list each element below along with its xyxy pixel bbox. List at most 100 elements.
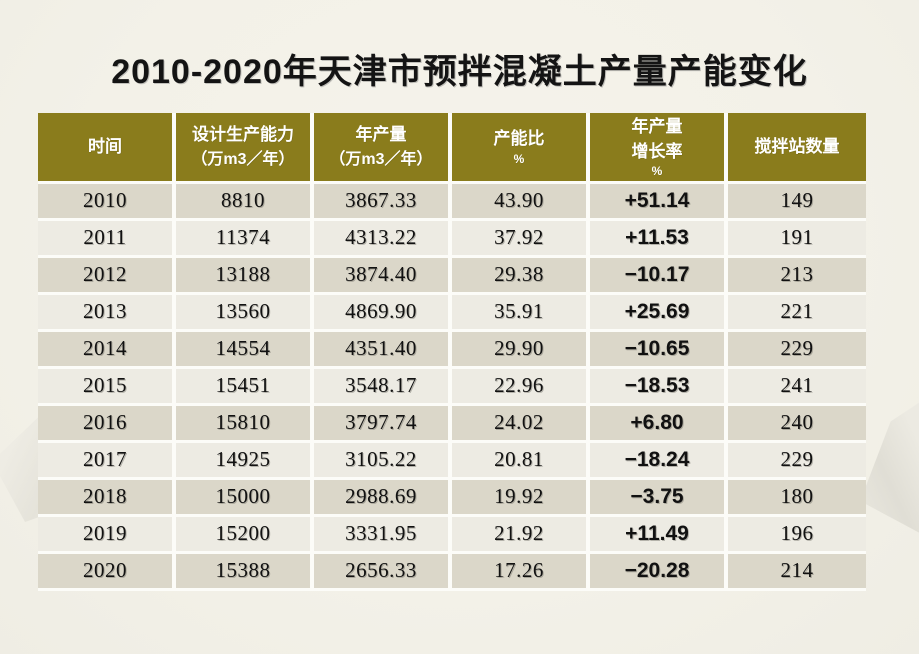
table-row-2012: 2012 13188 3874.40 29.38 −10.17 213 (38, 257, 866, 295)
cell-ratio: 19.92 (452, 479, 590, 517)
cell-year: 2018 (38, 479, 176, 517)
cell-output: 3874.40 (314, 257, 452, 295)
cell-growth: +51.14 (590, 183, 728, 221)
header-row: 时间 设计生产能力 （万m3／年） 年产量 （万m3／年） 产能比 % 年产量 … (38, 113, 866, 184)
cell-stations: 241 (728, 368, 866, 406)
cell-stations: 240 (728, 405, 866, 443)
cell-growth: +25.69 (590, 294, 728, 332)
column-header-time: 时间 (38, 113, 176, 184)
cell-output: 3331.95 (314, 516, 452, 554)
cell-growth: −20.28 (590, 553, 728, 591)
production-capacity-table: 时间 设计生产能力 （万m3／年） 年产量 （万m3／年） 产能比 % 年产量 … (38, 113, 866, 591)
column-unit: % (651, 164, 663, 179)
cell-year: 2016 (38, 405, 176, 443)
cell-stations: 180 (728, 479, 866, 517)
table-row-2016: 2016 15810 3797.74 24.02 +6.80 240 (38, 405, 866, 443)
cell-output: 2656.33 (314, 553, 452, 591)
table-row-2010: 2010 8810 3867.33 43.90 +51.14 149 (38, 183, 866, 221)
cell-ratio: 29.38 (452, 257, 590, 295)
column-label-2: 增长率 (631, 141, 683, 161)
cell-growth: +11.53 (590, 220, 728, 258)
cell-ratio: 37.92 (452, 220, 590, 258)
cell-year: 2017 (38, 442, 176, 480)
cell-stations: 149 (728, 183, 866, 221)
table-row-2018: 2018 15000 2988.69 19.92 −3.75 180 (38, 479, 866, 517)
cell-capacity: 14925 (176, 442, 314, 480)
column-header-capacity-ratio: 产能比 % (452, 113, 590, 184)
cell-output: 4313.22 (314, 220, 452, 258)
table-header: 时间 设计生产能力 （万m3／年） 年产量 （万m3／年） 产能比 % 年产量 … (38, 113, 866, 184)
cell-growth: +6.80 (590, 405, 728, 443)
column-unit: （万m3／年） (329, 150, 433, 168)
cell-output: 3548.17 (314, 368, 452, 406)
cell-growth: −10.17 (590, 257, 728, 295)
cell-growth: −18.24 (590, 442, 728, 480)
cell-stations: 191 (728, 220, 866, 258)
column-label: 时间 (88, 136, 122, 156)
cell-stations: 196 (728, 516, 866, 554)
slide-title: 2010-2020年天津市预拌混凝土产量产能变化 (111, 53, 808, 91)
cell-stations: 214 (728, 553, 866, 591)
cell-output: 3797.74 (314, 405, 452, 443)
table-row-2015: 2015 15451 3548.17 22.96 −18.53 241 (38, 368, 866, 406)
table-row-2014: 2014 14554 4351.40 29.90 −10.65 229 (38, 331, 866, 369)
cell-year: 2020 (38, 553, 176, 591)
table-row-2019: 2019 15200 3331.95 21.92 +11.49 196 (38, 516, 866, 554)
cell-stations: 229 (728, 442, 866, 480)
cell-capacity: 15451 (176, 368, 314, 406)
cell-capacity: 15810 (176, 405, 314, 443)
cell-year: 2012 (38, 257, 176, 295)
cell-ratio: 24.02 (452, 405, 590, 443)
table-row-2011: 2011 11374 4313.22 37.92 +11.53 191 (38, 220, 866, 258)
cell-growth: −18.53 (590, 368, 728, 406)
column-header-annual-output: 年产量 （万m3／年） (314, 113, 452, 184)
cell-capacity: 15200 (176, 516, 314, 554)
cell-capacity: 13188 (176, 257, 314, 295)
cell-year: 2010 (38, 183, 176, 221)
cell-output: 4869.90 (314, 294, 452, 332)
table-body: 2010 8810 3867.33 43.90 +51.14 149 2011 … (38, 183, 866, 591)
cell-output: 3105.22 (314, 442, 452, 480)
table-row-2013: 2013 13560 4869.90 35.91 +25.69 221 (38, 294, 866, 332)
cell-capacity: 8810 (176, 183, 314, 221)
cell-stations: 213 (728, 257, 866, 295)
column-header-design-capacity: 设计生产能力 （万m3／年） (176, 113, 314, 184)
cell-year: 2014 (38, 331, 176, 369)
cell-ratio: 17.26 (452, 553, 590, 591)
column-label: 产能比 (493, 129, 545, 149)
cell-stations: 229 (728, 331, 866, 369)
column-label: 搅拌站数量 (754, 136, 840, 156)
cell-stations: 221 (728, 294, 866, 332)
column-label: 年产量 (355, 124, 407, 144)
column-unit: （万m3／年） (191, 150, 295, 168)
cell-ratio: 20.81 (452, 442, 590, 480)
cell-capacity: 15000 (176, 479, 314, 517)
cell-output: 3867.33 (314, 183, 452, 221)
cell-capacity: 13560 (176, 294, 314, 332)
column-header-station-count: 搅拌站数量 (728, 113, 866, 184)
cell-year: 2013 (38, 294, 176, 332)
cell-ratio: 22.96 (452, 368, 590, 406)
cell-ratio: 43.90 (452, 183, 590, 221)
cell-year: 2011 (38, 220, 176, 258)
cell-growth: +11.49 (590, 516, 728, 554)
cell-ratio: 29.90 (452, 331, 590, 369)
column-header-growth-rate: 年产量 增长率 % (590, 113, 728, 184)
cell-capacity: 15388 (176, 553, 314, 591)
cell-year: 2019 (38, 516, 176, 554)
cell-ratio: 21.92 (452, 516, 590, 554)
table-row-2017: 2017 14925 3105.22 20.81 −18.24 229 (38, 442, 866, 480)
cell-growth: −10.65 (590, 331, 728, 369)
column-label: 设计生产能力 (192, 124, 294, 144)
cell-year: 2015 (38, 368, 176, 406)
column-unit: % (513, 151, 525, 166)
cell-ratio: 35.91 (452, 294, 590, 332)
cell-capacity: 11374 (176, 220, 314, 258)
cell-output: 4351.40 (314, 331, 452, 369)
cell-growth: −3.75 (590, 479, 728, 517)
cell-output: 2988.69 (314, 479, 452, 517)
table-row-2020: 2020 15388 2656.33 17.26 −20.28 214 (38, 553, 866, 591)
column-label: 年产量 (631, 117, 683, 136)
cell-capacity: 14554 (176, 331, 314, 369)
